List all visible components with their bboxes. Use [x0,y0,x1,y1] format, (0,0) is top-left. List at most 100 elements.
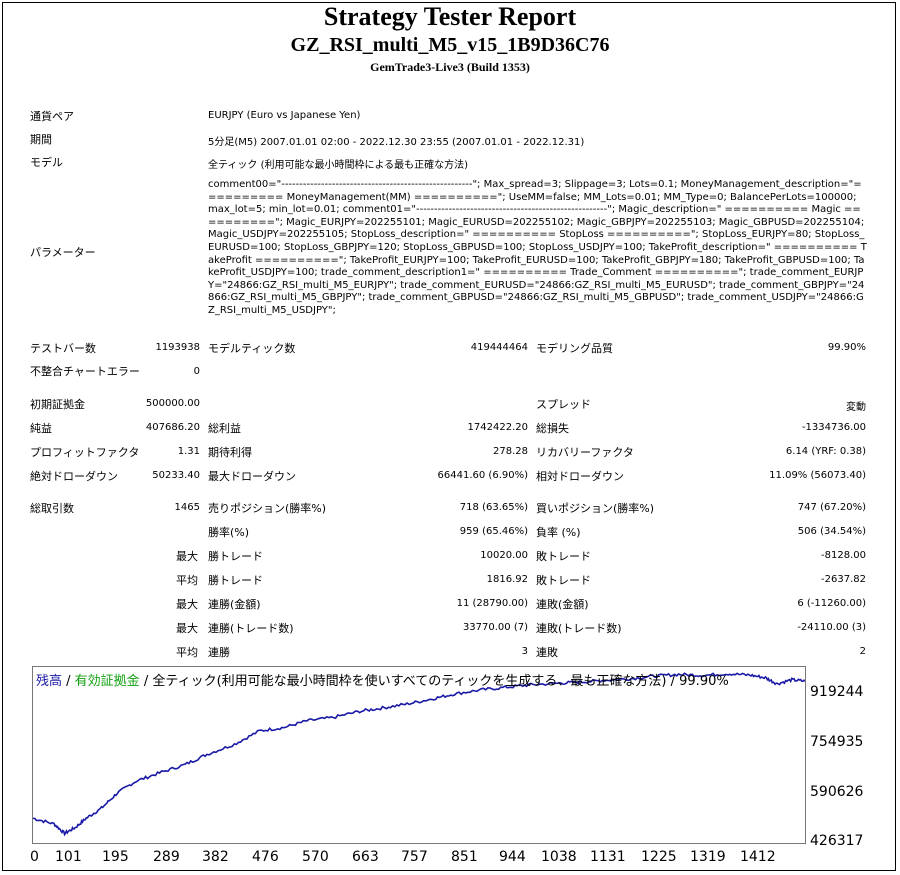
pf-label: プロフィットファクタ [30,446,140,459]
model-label: モデル [30,156,63,169]
x-tick-label: 289 [153,849,180,865]
max-win-value: 10020.00 [480,550,528,561]
mismatch-value: 0 [193,366,200,377]
avg-win-value: 1816.92 [486,574,528,585]
max-loss-label: 敗トレード [536,550,591,563]
rel-dd-value: 11.09% (56073.40) [769,470,866,481]
model-value: 全ティック (利用可能な最小時間枠による最も正確な方法) [208,160,469,171]
ea-name: GZ_RSI_multi_M5_v15_1B9D36C76 [290,34,610,56]
net-label: 純益 [30,422,52,435]
max-word-2: 最大 [176,598,198,611]
pair-label: 通貨ペア [30,110,74,123]
avg-cons-win-label: 連勝 [208,646,230,659]
quality-value: 99.90% [827,342,866,353]
quality-label: モデリング品質 [536,342,613,355]
gross-loss-value: -1334736.00 [801,422,866,433]
deposit-value: 500000.00 [145,398,200,409]
max-cons-lossamt-label: 連敗(トレード数) [536,622,622,635]
x-tick-label: 663 [352,849,379,865]
y-tick-label: 754935 [810,734,864,750]
gross-profit-label: 総利益 [208,422,241,435]
params-value: comment00="-----------------------------… [208,179,867,316]
x-tick-label: 1225 [641,849,677,865]
max-loss-value: -8128.00 [821,550,866,561]
max-word-3: 最大 [176,622,198,635]
report-title: Strategy Tester Report [323,2,577,31]
y-tick-label: 426317 [810,833,864,849]
x-tick-label: 851 [451,849,478,865]
x-tick-label: 0 [30,849,39,865]
spread-label: スプレッド [536,398,591,411]
spread-value: 変動 [846,402,866,413]
x-tick-label: 1038 [541,849,577,865]
legend-balance: 残高 [36,674,63,689]
x-tick-label: 382 [202,849,229,865]
max-dd-label: 最大ドローダウン [208,470,296,483]
max-cons-loss-value: 6 (-11260.00) [797,598,866,609]
legend-rest: 全ティック(利用可能な最小時間枠を使いすべてのティックを生成する、最も正確な方法… [152,674,729,689]
avg-word-2: 平均 [176,646,198,659]
x-tick-label: 570 [302,849,329,865]
loss-rate-value: 506 (34.54%) [797,526,866,537]
y-tick-label: 590626 [810,784,864,800]
server-name: GemTrade3-Live3 (Build 1353) [370,60,530,74]
recovery-label: リカバリーファクタ [536,446,634,459]
long-label: 買いポジション(勝率%) [536,502,655,515]
x-tick-label: 195 [102,849,129,865]
mismatch-label: 不整合チャートエラー [30,365,140,378]
ticks-label: モデルティック数 [208,342,296,355]
balance-chart-svg [32,672,806,837]
max-cons-win-value: 11 (28790.00) [456,598,528,609]
pf-value: 1.31 [177,446,200,457]
legend-sep-2: / [139,674,153,689]
chart-legend: 残高 / 有効証拠金 / 全ティック(利用可能な最小時間枠を使いすべてのティック… [36,670,729,689]
win-rate-value: 959 (65.46%) [459,526,528,537]
x-tick-label: 1319 [690,849,726,865]
x-tick-label: 944 [499,849,526,865]
bars-label: テストバー数 [30,342,96,355]
bars-value: 1193938 [155,342,200,353]
expected-value: 278.28 [493,446,528,457]
trades-value: 1465 [174,502,200,513]
abs-dd-label: 絶対ドローダウン [30,470,118,483]
avg-loss-value: -2637.82 [821,574,866,585]
max-cons-lossamt-value: -24110.00 (3) [797,622,866,633]
avg-cons-loss-value: 2 [859,646,866,657]
max-cons-loss-label: 連敗(金額) [536,598,589,611]
x-tick-label: 476 [252,849,279,865]
max-cons-profit-value: 33770.00 (7) [462,622,528,633]
net-value: 407686.20 [145,422,200,433]
long-value: 747 (67.20%) [797,502,866,513]
avg-cons-win-value: 3 [521,646,528,657]
gross-profit-value: 1742422.20 [467,422,528,433]
avg-loss-label: 敗トレード [536,574,591,587]
gross-loss-label: 総損失 [536,422,569,435]
win-rate-label: 勝率(%) [208,526,250,539]
short-value: 718 (63.65%) [459,502,528,513]
short-label: 売りポジション(勝率%) [208,502,327,515]
abs-dd-value: 50233.40 [152,470,200,481]
legend-equity: 有効証拠金 [74,674,140,689]
max-cons-win-label: 連勝(金額) [208,598,261,611]
balance-series-line [32,672,806,837]
avg-win-label: 勝トレード [208,574,263,587]
avg-cons-loss-label: 連敗 [536,646,558,659]
period-value: 5分足(M5) 2007.01.01 02:00 - 2022.12.30 23… [208,137,585,148]
ticks-value: 419444464 [470,342,528,353]
rel-dd-label: 相対ドローダウン [536,470,624,483]
max-word-1: 最大 [176,550,198,563]
loss-rate-label: 負率 (%) [536,526,581,539]
x-tick-label: 1412 [740,849,776,865]
expected-label: 期待利得 [208,446,252,459]
x-tick-label: 1131 [590,849,626,865]
max-dd-value: 66441.60 (6.90%) [437,470,528,481]
legend-sep-1: / [62,674,75,689]
max-cons-profit-label: 連勝(トレード数) [208,622,294,635]
x-tick-label: 757 [401,849,428,865]
max-win-label: 勝トレード [208,550,263,563]
trades-label: 総取引数 [30,502,74,515]
recovery-value: 6.14 (YRF: 0.38) [785,446,866,457]
period-label: 期間 [30,133,52,146]
params-label: パラメーター [30,246,96,259]
